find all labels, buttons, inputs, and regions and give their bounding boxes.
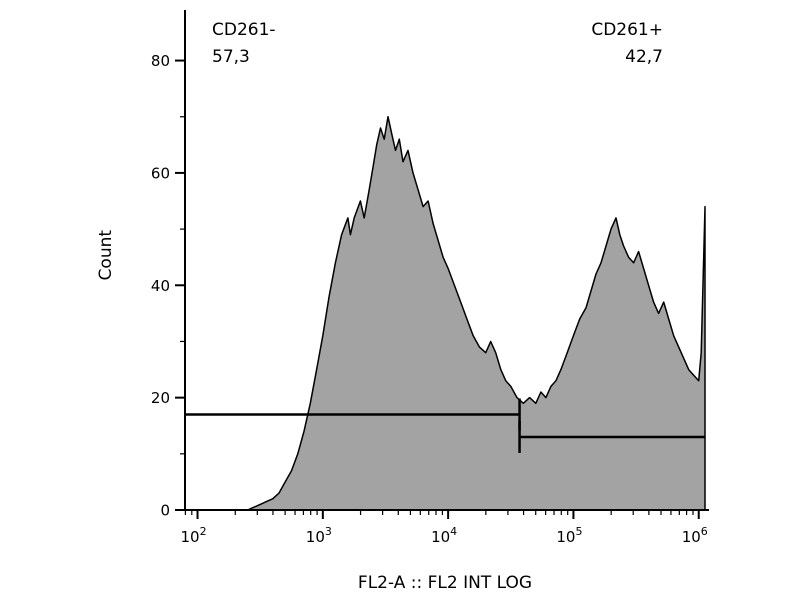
histogram-area — [234, 115, 706, 511]
x-tick-label: 104 — [431, 525, 457, 546]
gate-negative-label: CD261- — [212, 20, 276, 40]
x-tick-label: 105 — [556, 525, 582, 546]
gate-positive-label: CD261+ — [591, 20, 663, 40]
y-axis-title: Count — [95, 229, 116, 281]
y-tick-label: 80 — [151, 52, 170, 70]
y-tick-label: 40 — [151, 277, 170, 295]
x-tick-label: 106 — [682, 525, 708, 546]
y-tick-label: 60 — [151, 164, 170, 182]
y-tick-label: 0 — [160, 502, 170, 520]
x-axis-title: FL2-A :: FL2 INT LOG — [357, 573, 533, 593]
gate-positive-percent: 42,7 — [625, 47, 663, 67]
x-tick-label: 102 — [180, 525, 206, 546]
y-tick-label: 20 — [151, 389, 170, 407]
x-tick-label: 103 — [306, 525, 332, 546]
gate-negative-percent: 57,3 — [212, 47, 250, 67]
